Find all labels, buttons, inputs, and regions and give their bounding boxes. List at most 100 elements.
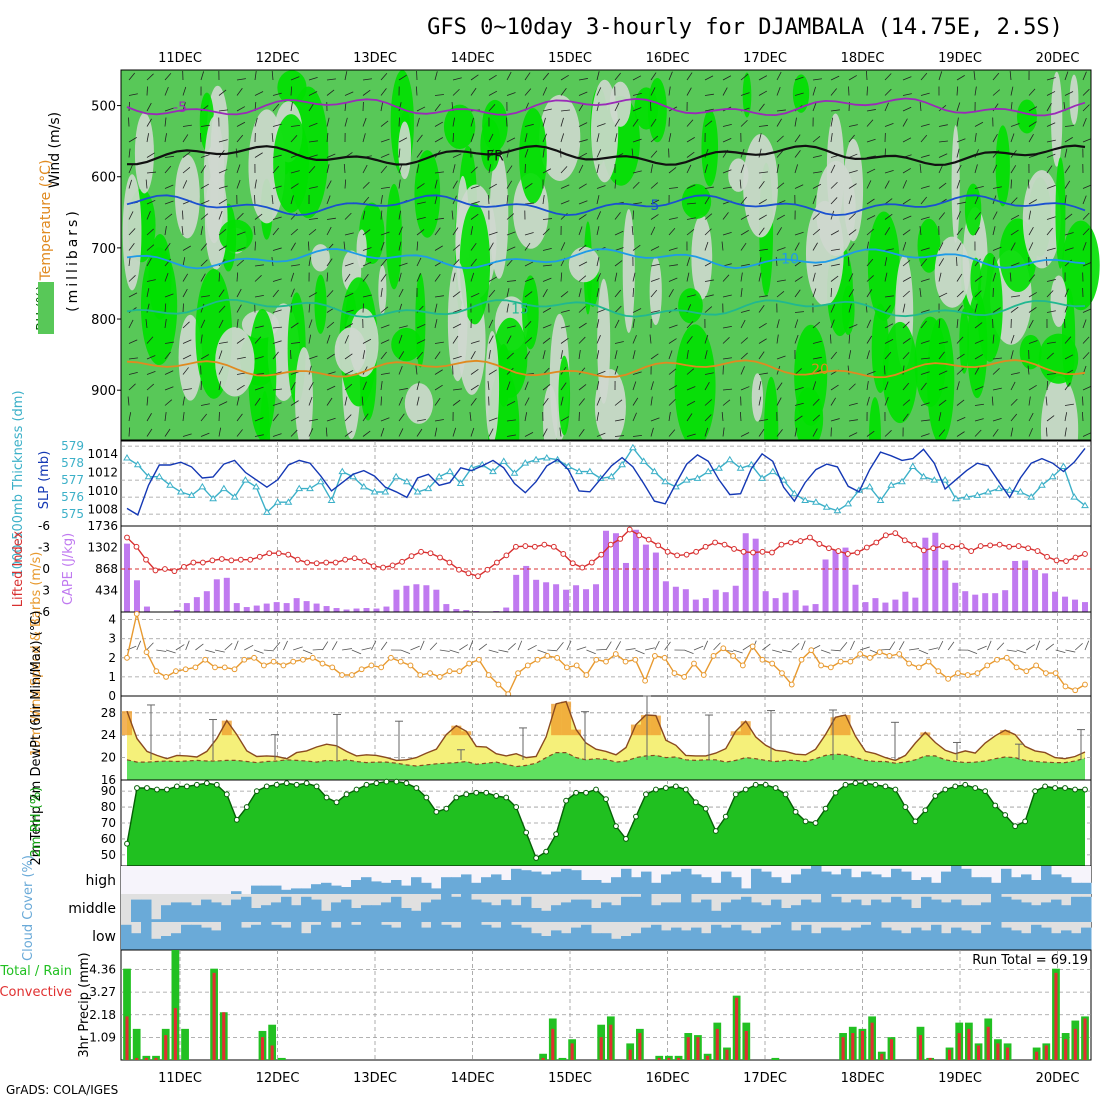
wind-speed-line-marker (809, 648, 814, 653)
cloud-bar (541, 936, 552, 950)
lifted-index-line-marker (352, 556, 357, 561)
lifted-index-line-marker (561, 552, 566, 557)
cloud-bar (981, 925, 992, 950)
wind-speed-line-marker (907, 661, 912, 666)
cape-bar (583, 589, 589, 612)
rh-line-marker (584, 790, 589, 795)
rh-line-marker (763, 782, 768, 787)
cloud-bar (591, 880, 602, 894)
cloud-bar (361, 877, 372, 894)
lifted-index-line-marker (969, 549, 974, 554)
cloud-bar (301, 897, 312, 922)
precip-conv-bar (125, 1016, 128, 1060)
lifted-index-line-marker (808, 535, 813, 540)
lifted-index-line-marker (1007, 544, 1012, 549)
cloud-bar (281, 928, 292, 950)
cloud-bar (851, 928, 862, 950)
rh-patch (519, 108, 547, 204)
cloud-bar (681, 894, 692, 922)
rh-patch (273, 114, 309, 213)
wind-speed-line-marker (281, 663, 286, 668)
cloud-bar (931, 900, 942, 922)
rh-line-marker (564, 798, 569, 803)
thickness-tick-label: 576 (61, 490, 84, 504)
cloud-bar (1071, 933, 1082, 950)
rh-line-marker (404, 781, 409, 786)
wind-speed-line-marker (760, 657, 765, 662)
rh-line-marker (723, 814, 728, 819)
cloud-bar (561, 933, 572, 950)
wind-speed-line-marker (789, 682, 794, 687)
hot-band (841, 715, 851, 735)
cloud-bar (831, 874, 842, 894)
cloud-bar (1001, 869, 1012, 894)
rh-line-marker (933, 794, 938, 799)
cloud-bar (751, 902, 762, 922)
cape-bar (723, 592, 729, 612)
wind-speed-line-marker (486, 673, 491, 678)
precip-conv-bar (154, 1058, 157, 1060)
cape-bar (733, 586, 739, 612)
date-label-top: 20DEC (1036, 51, 1080, 66)
cloud-bar (1041, 902, 1052, 922)
cape-bar (134, 580, 140, 612)
rh-line-marker (1013, 824, 1018, 829)
lifted-index-line-marker (684, 552, 689, 557)
date-label-bottom: 19DEC (938, 1071, 982, 1086)
lifted-index-line-marker (732, 547, 737, 552)
cloud-bar (631, 877, 642, 894)
rh-line-marker (903, 805, 908, 810)
cape-bar (643, 545, 649, 612)
rh-line-marker (204, 781, 209, 786)
cloud-bar (141, 900, 152, 922)
tick-label: 80 (101, 800, 116, 814)
lifted-index-line-marker (466, 571, 471, 576)
precip-conv-bar (851, 1033, 854, 1060)
cloud-bar (871, 922, 882, 950)
tick-label: 3 (108, 632, 116, 646)
precip-conv-bar (542, 1058, 545, 1060)
cloud-bar (411, 877, 422, 894)
wind-speed-line-marker (868, 655, 873, 660)
cloud-bar (1011, 930, 1022, 950)
rh-line-marker (733, 792, 738, 797)
precip-conv-bar (135, 1058, 138, 1060)
wind-speed-line-marker (193, 665, 198, 670)
cloud-bar (821, 928, 832, 950)
cape-bar (1022, 560, 1028, 612)
wind-speed-line-marker (447, 669, 452, 674)
rh-legend-swatch (38, 282, 54, 334)
rh-line-marker (1033, 789, 1038, 794)
rh-line-marker (484, 790, 489, 795)
cape-bar (952, 583, 958, 612)
wind-speed-line-marker (828, 665, 833, 670)
hot-band (122, 711, 132, 735)
cape-bar (803, 606, 809, 612)
precip-conv-bar (725, 1050, 728, 1060)
lifted-index-line-marker (153, 568, 158, 573)
cloud-bar (1041, 866, 1052, 894)
cloud-bar (191, 905, 202, 922)
wind-barb (129, 102, 130, 111)
precip-conv-bar (716, 1029, 719, 1060)
cape-bar (533, 580, 539, 612)
cloud-layer-label: middle (68, 901, 116, 917)
cape-bar (823, 559, 829, 612)
cloud-bar (251, 908, 262, 922)
cloud-bar (431, 888, 442, 894)
rh-line-marker (893, 787, 898, 792)
wind-speed-line-marker (418, 673, 423, 678)
cloud-bar (391, 897, 402, 922)
cloud-bar (731, 925, 742, 950)
date-label-bottom: 20DEC (1036, 1071, 1080, 1086)
rh-line-marker (364, 782, 369, 787)
rh-patch (597, 279, 610, 404)
cloud-bar (1051, 900, 1062, 922)
rh-line-marker (863, 781, 868, 786)
rh-line-marker (873, 782, 878, 787)
precip-total-bar (278, 1058, 286, 1060)
lifted-index-line-marker (703, 544, 708, 549)
cloud-bar (1081, 928, 1092, 950)
cloud-bar (451, 897, 462, 922)
lifted-index-line-marker (836, 549, 841, 554)
